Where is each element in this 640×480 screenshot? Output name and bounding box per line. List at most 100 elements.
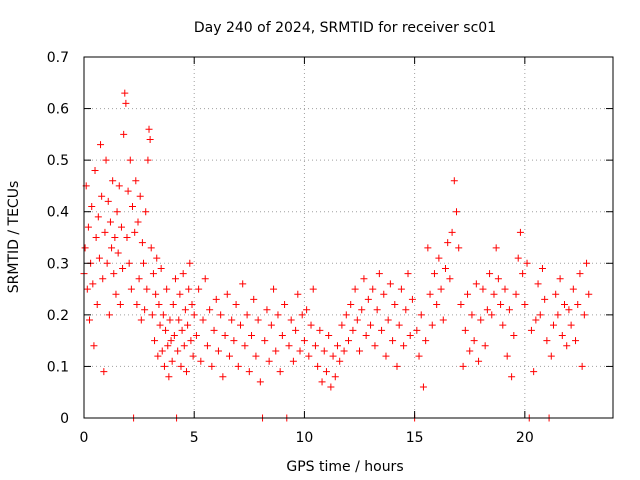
data-point (112, 290, 120, 298)
data-point (373, 306, 381, 314)
data-point (285, 342, 293, 350)
data-point (261, 337, 269, 345)
data-point (289, 357, 297, 365)
data-point (307, 321, 315, 329)
data-point (572, 337, 580, 345)
data-point (114, 249, 122, 257)
data-point (516, 228, 524, 236)
data-point (165, 373, 173, 381)
data-point (466, 347, 474, 355)
data-point (441, 264, 449, 272)
data-point (576, 270, 584, 278)
data-point (380, 290, 388, 298)
data-point (327, 383, 335, 391)
data-point (338, 321, 346, 329)
data-point (168, 357, 176, 365)
data-point (336, 357, 344, 365)
data-point (320, 347, 328, 355)
data-point (174, 347, 182, 355)
data-point (164, 342, 172, 350)
data-point (371, 342, 379, 350)
data-point (488, 311, 496, 319)
data-point (543, 337, 551, 345)
data-point (234, 362, 242, 370)
y-tick-labels: 0 0.1 0.2 0.3 0.4 0.5 0.6 0.7 (47, 50, 69, 427)
data-point (102, 156, 110, 164)
data-point (461, 326, 469, 334)
data-point (426, 290, 434, 298)
data-point (171, 275, 179, 283)
data-point (437, 285, 445, 293)
data-point (556, 275, 564, 283)
data-point (362, 331, 370, 339)
data-point (252, 352, 260, 360)
x-tick-label: 20 (516, 430, 534, 446)
data-point (265, 357, 273, 365)
data-point (300, 337, 308, 345)
data-point (100, 368, 108, 376)
data-point (375, 270, 383, 278)
data-point (137, 316, 145, 324)
data-point (400, 342, 408, 350)
data-point (188, 301, 196, 309)
data-point (397, 285, 405, 293)
data-point (541, 295, 549, 303)
data-point (86, 316, 94, 324)
data-point (391, 301, 399, 309)
data-point (91, 166, 99, 174)
data-point (190, 311, 198, 319)
data-point (367, 321, 375, 329)
data-point (356, 347, 364, 355)
data-point (101, 228, 109, 236)
y-tick-label: 0.7 (47, 50, 69, 66)
data-point (156, 321, 164, 329)
data-point (124, 187, 132, 195)
data-point (241, 342, 249, 350)
data-point (126, 156, 134, 164)
data-point (175, 316, 183, 324)
data-point (163, 285, 171, 293)
data-point (309, 285, 317, 293)
data-point (408, 295, 416, 303)
x-tick-label: 5 (190, 430, 199, 446)
data-point (148, 311, 156, 319)
data-point (154, 352, 162, 360)
data-point (505, 306, 513, 314)
data-point (578, 362, 586, 370)
y-axis-title: SRMTID / TECUs (6, 181, 22, 294)
data-point (113, 208, 121, 216)
chart-title: Day 240 of 2024, SRMTID for receiver sc0… (194, 20, 496, 36)
data-point (206, 306, 214, 314)
data-point (243, 311, 251, 319)
data-point (254, 316, 262, 324)
data-point (199, 316, 207, 324)
data-point (549, 321, 557, 329)
data-point (111, 234, 119, 241)
data-point (446, 275, 454, 283)
data-point (395, 321, 403, 329)
y-tick-label: 0.1 (47, 359, 69, 375)
data-point (358, 306, 366, 314)
data-point (93, 301, 101, 309)
data-point (201, 275, 209, 283)
data-point (272, 347, 280, 355)
data-point (406, 331, 414, 339)
data-point (197, 357, 205, 365)
data-point (342, 311, 350, 319)
data-point (510, 331, 518, 339)
data-point (527, 326, 535, 334)
data-point (402, 306, 410, 314)
data-point (120, 130, 128, 138)
data-point (333, 342, 341, 350)
data-point (477, 316, 485, 324)
data-point (138, 239, 146, 247)
grid-lines (84, 57, 613, 418)
data-point (384, 316, 392, 324)
data-point (117, 223, 125, 231)
data-point (444, 239, 452, 247)
data-point (155, 301, 163, 309)
y-tick-label: 0.5 (47, 153, 69, 169)
y-tick-label: 0.3 (47, 256, 69, 272)
data-point (494, 275, 502, 283)
